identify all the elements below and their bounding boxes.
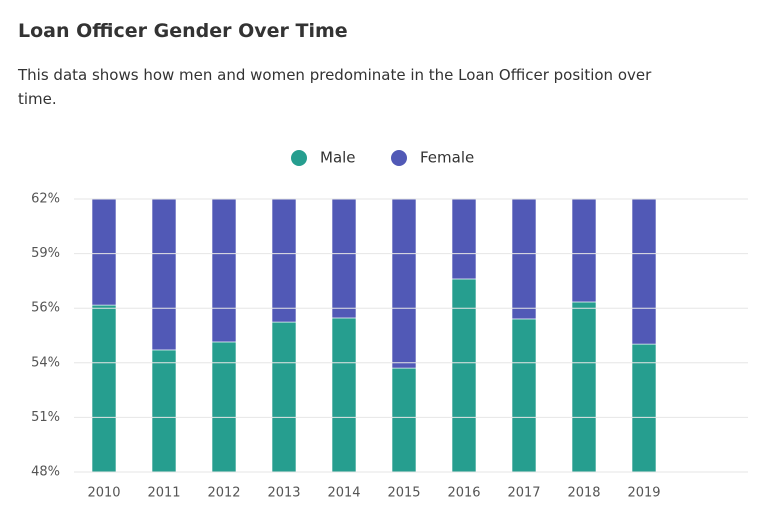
bar-segment [151, 199, 177, 351]
x-tick-label: 2010 [87, 486, 120, 501]
bar-segment [91, 199, 117, 306]
legend-marker [291, 150, 307, 166]
bar-segment [571, 199, 597, 303]
bar-segment [571, 301, 597, 472]
bar-segment [271, 199, 297, 323]
y-tick-label: 54% [31, 355, 60, 370]
x-tick-label: 2011 [147, 486, 180, 501]
x-tick-label: 2014 [327, 486, 360, 501]
bar-segment [451, 199, 477, 280]
y-tick-label: 59% [31, 246, 60, 261]
y-tick-label: 62% [31, 192, 60, 207]
x-tick-label: 2019 [627, 486, 660, 501]
bar-segment [211, 341, 237, 472]
bar-segment [331, 317, 357, 472]
bar-segment [511, 199, 537, 320]
y-tick-label: 48% [31, 465, 60, 480]
x-tick-label: 2018 [567, 486, 600, 501]
x-tick-label: 2013 [267, 486, 300, 501]
chart-title: Loan Officer Gender Over Time [18, 20, 348, 42]
bar-segment [391, 199, 417, 369]
bar-segment [331, 199, 357, 319]
x-tick-label: 2017 [507, 486, 540, 501]
x-tick-label: 2012 [207, 486, 240, 501]
bar-segment [271, 321, 297, 472]
y-tick-label: 51% [31, 410, 60, 425]
bar-segment [451, 278, 477, 472]
legend-label: Female [420, 149, 474, 167]
bar-segment [211, 199, 237, 343]
bar-segment [91, 304, 117, 472]
x-tick-label: 2015 [387, 486, 420, 501]
legend-marker [391, 150, 407, 166]
x-tick-label: 2016 [447, 486, 480, 501]
bar-segment [151, 349, 177, 472]
bar-segment [631, 343, 657, 472]
chart-subtitle: This data shows how men and women predom… [18, 66, 652, 108]
bar-segment [631, 199, 657, 345]
bar-segment [391, 367, 417, 472]
bar-segment [511, 318, 537, 472]
plot-area [91, 199, 657, 472]
legend-label: Male [320, 149, 356, 167]
y-tick-label: 56% [31, 301, 60, 316]
